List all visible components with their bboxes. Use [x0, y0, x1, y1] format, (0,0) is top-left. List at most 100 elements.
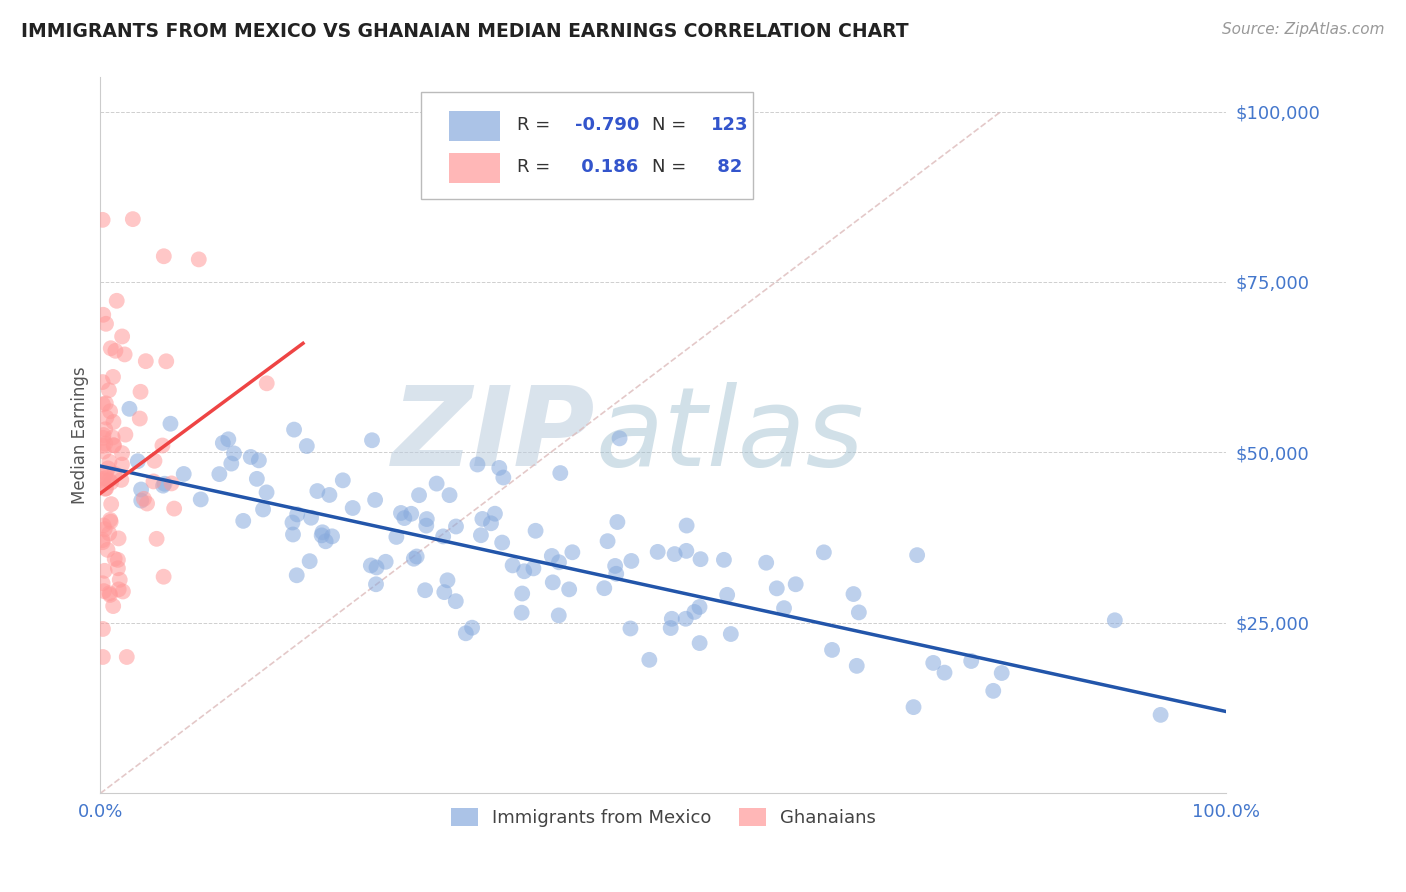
Point	[664, 547, 686, 561]
Point	[364, 492, 387, 507]
Point	[98, 455, 121, 469]
Point	[436, 574, 458, 588]
Point	[401, 507, 423, 521]
Point	[315, 534, 337, 549]
Text: 123: 123	[710, 116, 748, 134]
Point	[361, 434, 384, 448]
Point	[550, 466, 572, 480]
Point	[848, 606, 870, 620]
Point	[221, 457, 243, 471]
FancyBboxPatch shape	[422, 92, 754, 199]
Point	[454, 626, 477, 640]
Point	[155, 354, 177, 368]
Point	[91, 308, 114, 322]
Point	[842, 587, 865, 601]
Point	[247, 453, 270, 467]
Point	[596, 534, 619, 549]
Point	[318, 488, 340, 502]
Point	[720, 627, 742, 641]
Point	[217, 433, 239, 447]
Point	[91, 535, 114, 549]
Point	[91, 474, 114, 488]
Point	[152, 478, 174, 492]
Point	[491, 535, 513, 549]
Point	[821, 643, 844, 657]
Point	[374, 555, 396, 569]
Point	[104, 343, 127, 358]
Point	[510, 586, 533, 600]
Point	[98, 404, 121, 418]
Point	[103, 438, 125, 452]
Point	[675, 612, 697, 626]
Point	[540, 549, 562, 563]
Point	[93, 522, 115, 536]
Point	[101, 430, 124, 444]
Text: R =: R =	[517, 158, 555, 176]
Point	[208, 467, 231, 482]
Point	[311, 528, 333, 542]
Point	[433, 585, 456, 599]
Point	[922, 656, 945, 670]
Point	[91, 439, 114, 453]
Point	[115, 650, 138, 665]
Point	[93, 564, 115, 578]
Point	[101, 370, 124, 384]
Point	[413, 583, 436, 598]
Point	[94, 436, 117, 450]
Point	[638, 653, 661, 667]
Point	[281, 527, 304, 541]
Point	[364, 577, 387, 591]
Point	[524, 524, 547, 538]
Point	[100, 497, 122, 511]
Point	[558, 582, 581, 597]
Point	[934, 665, 956, 680]
Point	[689, 599, 711, 614]
Point	[129, 483, 152, 497]
Point	[129, 493, 152, 508]
Point	[299, 510, 322, 524]
Point	[190, 492, 212, 507]
Point	[773, 601, 796, 615]
Point	[408, 488, 430, 502]
Point	[94, 467, 117, 481]
Point	[479, 516, 502, 531]
Point	[100, 475, 122, 490]
Point	[239, 450, 262, 464]
Point	[415, 518, 437, 533]
Point	[94, 471, 117, 485]
Point	[903, 700, 925, 714]
Point	[114, 427, 136, 442]
Text: ZIP: ZIP	[392, 382, 596, 489]
Point	[311, 525, 333, 540]
Point	[98, 526, 121, 541]
Point	[91, 576, 114, 591]
Point	[461, 621, 484, 635]
Point	[152, 249, 174, 263]
Point	[488, 461, 510, 475]
Point	[905, 548, 928, 562]
Point	[416, 512, 439, 526]
Point	[619, 622, 641, 636]
FancyBboxPatch shape	[450, 153, 501, 183]
Point	[132, 491, 155, 506]
Point	[143, 454, 166, 468]
Point	[755, 556, 778, 570]
Point	[142, 475, 165, 489]
Text: atlas: atlas	[596, 382, 865, 489]
Point	[298, 554, 321, 568]
Point	[785, 577, 807, 591]
Point	[152, 438, 174, 452]
Point	[620, 554, 643, 568]
Point	[111, 458, 134, 472]
Point	[285, 508, 308, 522]
Point	[103, 438, 125, 452]
Legend: Immigrants from Mexico, Ghanaians: Immigrants from Mexico, Ghanaians	[443, 801, 883, 834]
Point	[93, 444, 115, 458]
Point	[713, 553, 735, 567]
Point	[136, 496, 159, 510]
Point	[522, 561, 544, 575]
Point	[321, 529, 343, 543]
FancyBboxPatch shape	[450, 111, 501, 141]
Point	[467, 458, 489, 472]
Point	[402, 551, 425, 566]
